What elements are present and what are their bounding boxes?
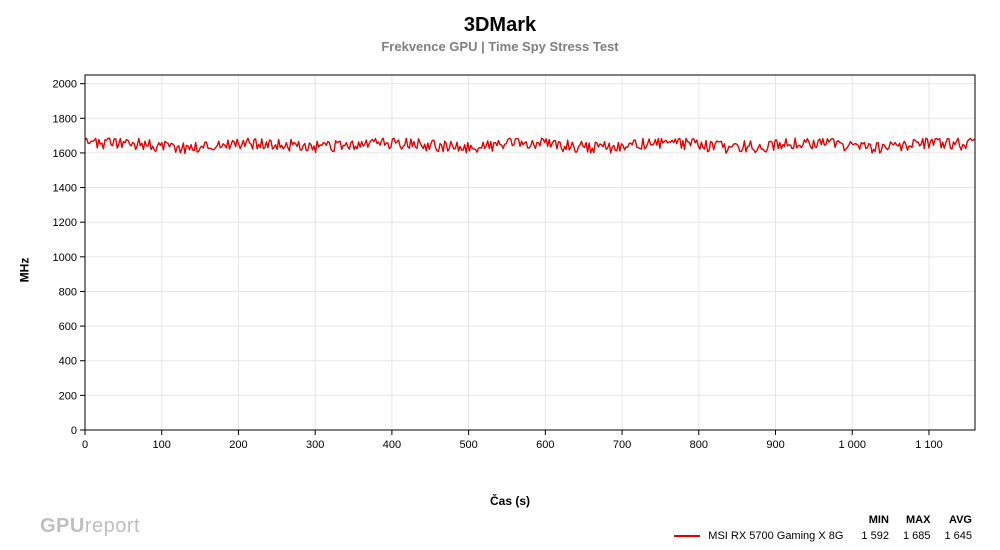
- legend-swatch: [674, 535, 700, 537]
- brand-suffix: report: [85, 515, 140, 537]
- brand-prefix: GPU: [40, 515, 85, 537]
- legend-min: 1 592: [855, 530, 895, 542]
- plot-svg: 0 200 400 600 800 1000 1200 1400 1600 1800 2000 0 10…: [40, 70, 980, 470]
- brand-logo: GPUreport: [40, 515, 140, 538]
- chart-subtitle: Frekvence GPU | Time Spy Stress Test: [0, 37, 1000, 54]
- svg-text:1200: 1200: [53, 217, 77, 229]
- svg-text:1 100: 1 100: [915, 439, 943, 451]
- x-axis-label: Čas (s): [490, 494, 530, 508]
- legend-avg: 1 645: [938, 530, 978, 542]
- legend-series-cell: MSI RX 5700 Gaming X 8G: [668, 530, 853, 542]
- svg-text:100: 100: [153, 439, 171, 451]
- chart-title: 3DMark: [0, 0, 1000, 37]
- legend-header-min: MIN: [855, 514, 895, 528]
- svg-text:0: 0: [82, 439, 88, 451]
- svg-text:200: 200: [229, 439, 247, 451]
- svg-text:800: 800: [59, 286, 77, 298]
- legend-max: 1 685: [897, 530, 937, 542]
- svg-text:500: 500: [459, 439, 477, 451]
- svg-text:2000: 2000: [53, 79, 77, 91]
- y-axis-label: MHz: [17, 258, 31, 283]
- chart-area: MHz 020040060080010001200140016001800200…: [40, 70, 980, 470]
- legend-series-name: MSI RX 5700 Gaming X 8G: [708, 530, 843, 542]
- legend-row: MSI RX 5700 Gaming X 8G 1 5921 6851 645: [668, 530, 978, 542]
- svg-text:400: 400: [383, 439, 401, 451]
- svg-text:1600: 1600: [53, 148, 77, 160]
- legend-header-row: MIN MAX AVG: [668, 514, 978, 528]
- svg-text:600: 600: [536, 439, 554, 451]
- svg-text:1800: 1800: [53, 113, 77, 125]
- svg-text:600: 600: [59, 321, 77, 333]
- legend-table: MIN MAX AVG MSI RX 5700 Gaming X 8G 1 592…: [666, 512, 980, 544]
- svg-text:1 000: 1 000: [838, 439, 866, 451]
- footer: GPUreport MIN MAX AVG MSI RX 5700 Gaming…: [0, 510, 1000, 550]
- svg-text:700: 700: [613, 439, 631, 451]
- chart-container: 3DMark Frekvence GPU | Time Spy Stress T…: [0, 0, 1000, 550]
- svg-text:300: 300: [306, 439, 324, 451]
- svg-text:900: 900: [766, 439, 784, 451]
- svg-text:1400: 1400: [53, 183, 77, 195]
- svg-text:0: 0: [71, 425, 77, 437]
- svg-text:200: 200: [59, 390, 77, 402]
- svg-text:800: 800: [690, 439, 708, 451]
- svg-text:1000: 1000: [53, 252, 77, 264]
- legend-header-avg: AVG: [938, 514, 978, 528]
- legend-header-max: MAX: [897, 514, 937, 528]
- svg-text:400: 400: [59, 356, 77, 368]
